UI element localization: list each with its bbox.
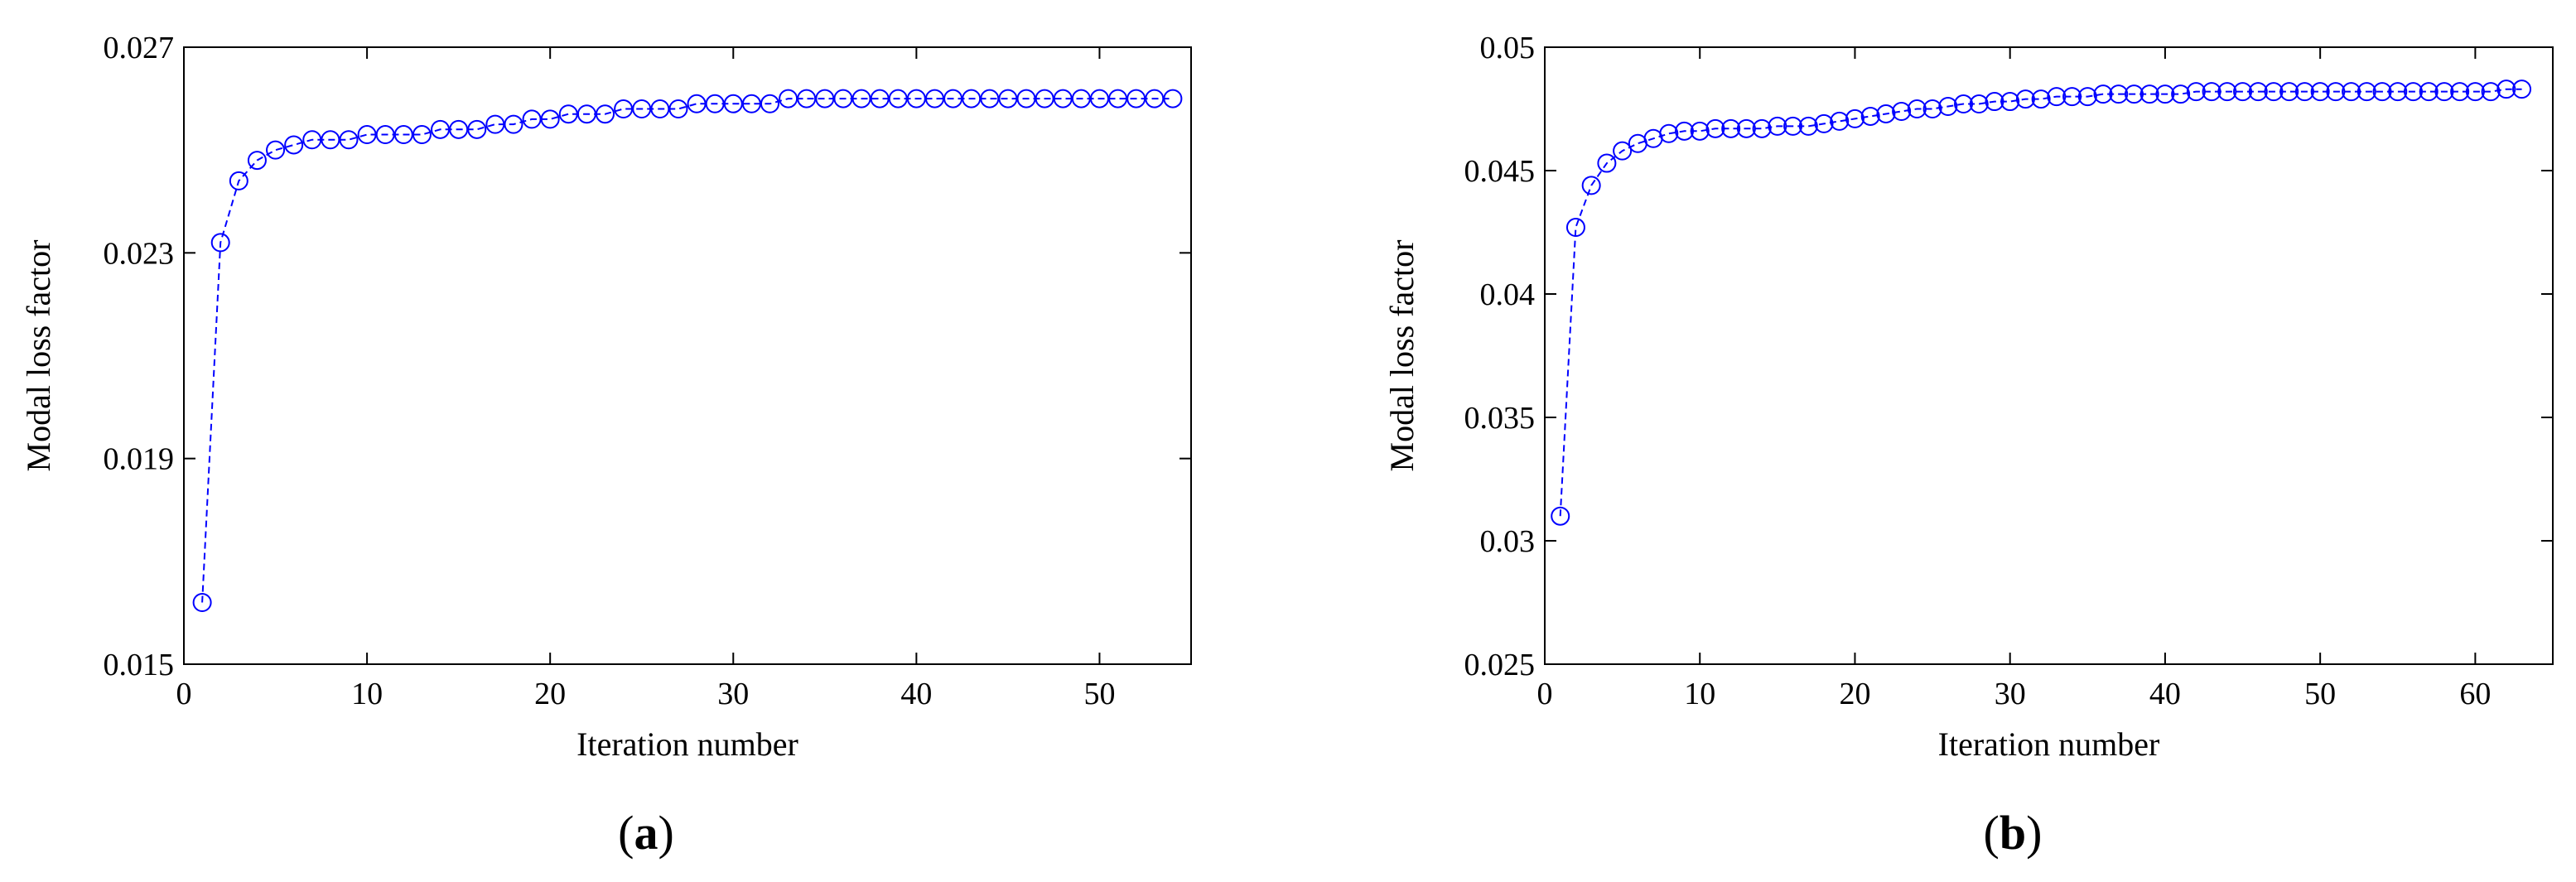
y-tick-label: 0.019 <box>104 442 175 477</box>
x-tick-label: 40 <box>2149 677 2181 711</box>
chart-panel-a: 0 10 20 30 40 50 0.015 0.019 0.023 0.027 Iteration… <box>20 31 1191 860</box>
x-tick-label: 10 <box>1684 677 1715 711</box>
data-point <box>1660 125 1677 142</box>
x-tick-label: 0 <box>1537 677 1553 711</box>
y-tick-label: 0.035 <box>1464 401 1536 436</box>
x-tick-label: 50 <box>1083 677 1115 711</box>
caption-letter: b <box>2000 806 2026 860</box>
data-point <box>1831 113 1848 130</box>
y-tick-label: 0.045 <box>1464 154 1536 189</box>
series-line <box>1561 89 2522 517</box>
caption-open-paren: ( <box>1984 806 2000 860</box>
chart-panel-b: 0 10 20 30 40 50 60 0.025 0.03 0.035 0.04 0.045 0.05… <box>1383 31 2553 860</box>
data-point <box>267 142 284 159</box>
data-point <box>1893 103 1910 120</box>
y-tick-label: 0.05 <box>1480 31 1536 65</box>
caption-letter: a <box>634 806 658 860</box>
caption-close-paren: ) <box>658 806 674 860</box>
x-tick-label: 20 <box>534 677 566 711</box>
caption-open-paren: ( <box>618 806 634 860</box>
x-tick-label: 50 <box>2304 677 2336 711</box>
panel-caption: (a) <box>618 806 674 860</box>
y-tick-label: 0.03 <box>1480 524 1536 559</box>
data-point <box>1862 108 1879 125</box>
x-tick-label: 40 <box>900 677 932 711</box>
x-axis-label: Iteration number <box>1938 725 2160 763</box>
y-tick-label: 0.015 <box>104 648 175 682</box>
plot-frame <box>184 47 1191 664</box>
x-tick-label: 20 <box>1839 677 1870 711</box>
x-tick-label: 30 <box>717 677 749 711</box>
x-tick-label: 10 <box>351 677 383 711</box>
caption-close-paren: ) <box>2026 806 2042 860</box>
x-axis-label: Iteration number <box>576 725 798 763</box>
y-axis-label: Modal loss factor <box>1383 240 1421 472</box>
y-tick-label: 0.04 <box>1480 277 1536 312</box>
y-tick-label: 0.027 <box>104 31 175 65</box>
data-point <box>285 136 302 153</box>
series-line <box>202 99 1173 602</box>
x-tick-label: 60 <box>2459 677 2491 711</box>
x-tick-label: 30 <box>1995 677 2026 711</box>
panel-caption: (b) <box>1984 806 2043 860</box>
y-tick-label: 0.023 <box>104 236 175 271</box>
x-tick-label: 0 <box>176 677 192 711</box>
y-axis-label: Modal loss factor <box>20 240 57 472</box>
y-tick-label: 0.025 <box>1464 648 1536 682</box>
